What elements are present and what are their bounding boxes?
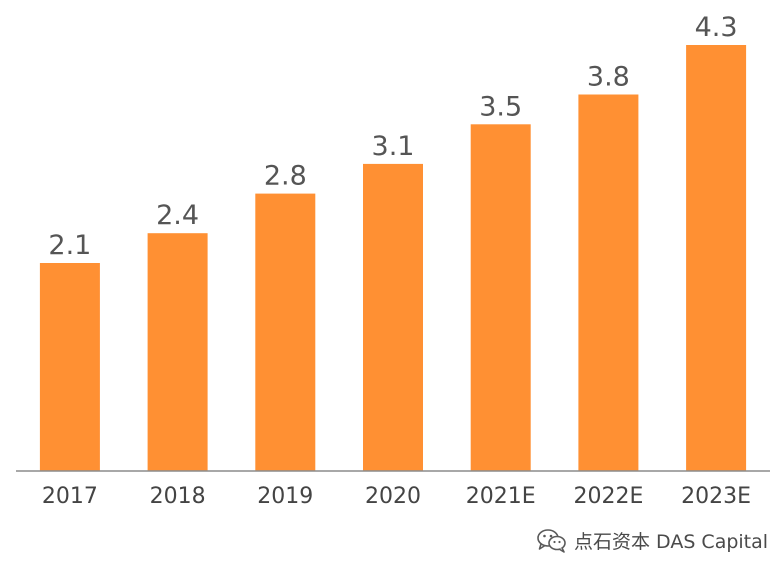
bar-2022E bbox=[578, 94, 639, 471]
value-label-2021E: 3.5 bbox=[479, 91, 522, 122]
value-label-2019: 2.8 bbox=[264, 161, 307, 192]
x-tick-label-2021E: 2021E bbox=[466, 484, 536, 509]
bar-2020 bbox=[363, 163, 423, 471]
x-tick-labels-group: 2017 2018 2019 2020 2021E 2022E 2023E bbox=[42, 484, 751, 509]
value-label-2022E: 3.8 bbox=[587, 62, 630, 93]
watermark-text: 点石资本 DAS Capital bbox=[574, 530, 769, 553]
bar-2023E bbox=[686, 45, 747, 471]
x-tick-label-2017: 2017 bbox=[42, 484, 98, 509]
value-label-2023E: 4.3 bbox=[695, 12, 738, 43]
value-labels-group: 2.1 2.4 2.8 3.1 3.5 3.8 4.3 bbox=[48, 12, 737, 261]
bar-2019 bbox=[255, 193, 316, 471]
wechat-icon bbox=[536, 527, 568, 553]
bar-2018 bbox=[147, 233, 208, 471]
x-tick-label-2018: 2018 bbox=[150, 484, 206, 509]
x-tick-label-2019: 2019 bbox=[257, 484, 313, 509]
x-tick-label-2020: 2020 bbox=[365, 484, 421, 509]
x-tick-label-2022E: 2022E bbox=[573, 484, 643, 509]
value-label-2018: 2.4 bbox=[156, 200, 199, 231]
watermark: 点石资本 DAS Capital bbox=[536, 526, 768, 554]
bar-2017 bbox=[39, 263, 100, 471]
x-tick-label-2023E: 2023E bbox=[681, 484, 751, 509]
bar-2021E bbox=[470, 124, 531, 472]
value-label-2020: 3.1 bbox=[372, 131, 415, 162]
value-label-2017: 2.1 bbox=[48, 230, 91, 261]
bars-group bbox=[39, 45, 747, 472]
